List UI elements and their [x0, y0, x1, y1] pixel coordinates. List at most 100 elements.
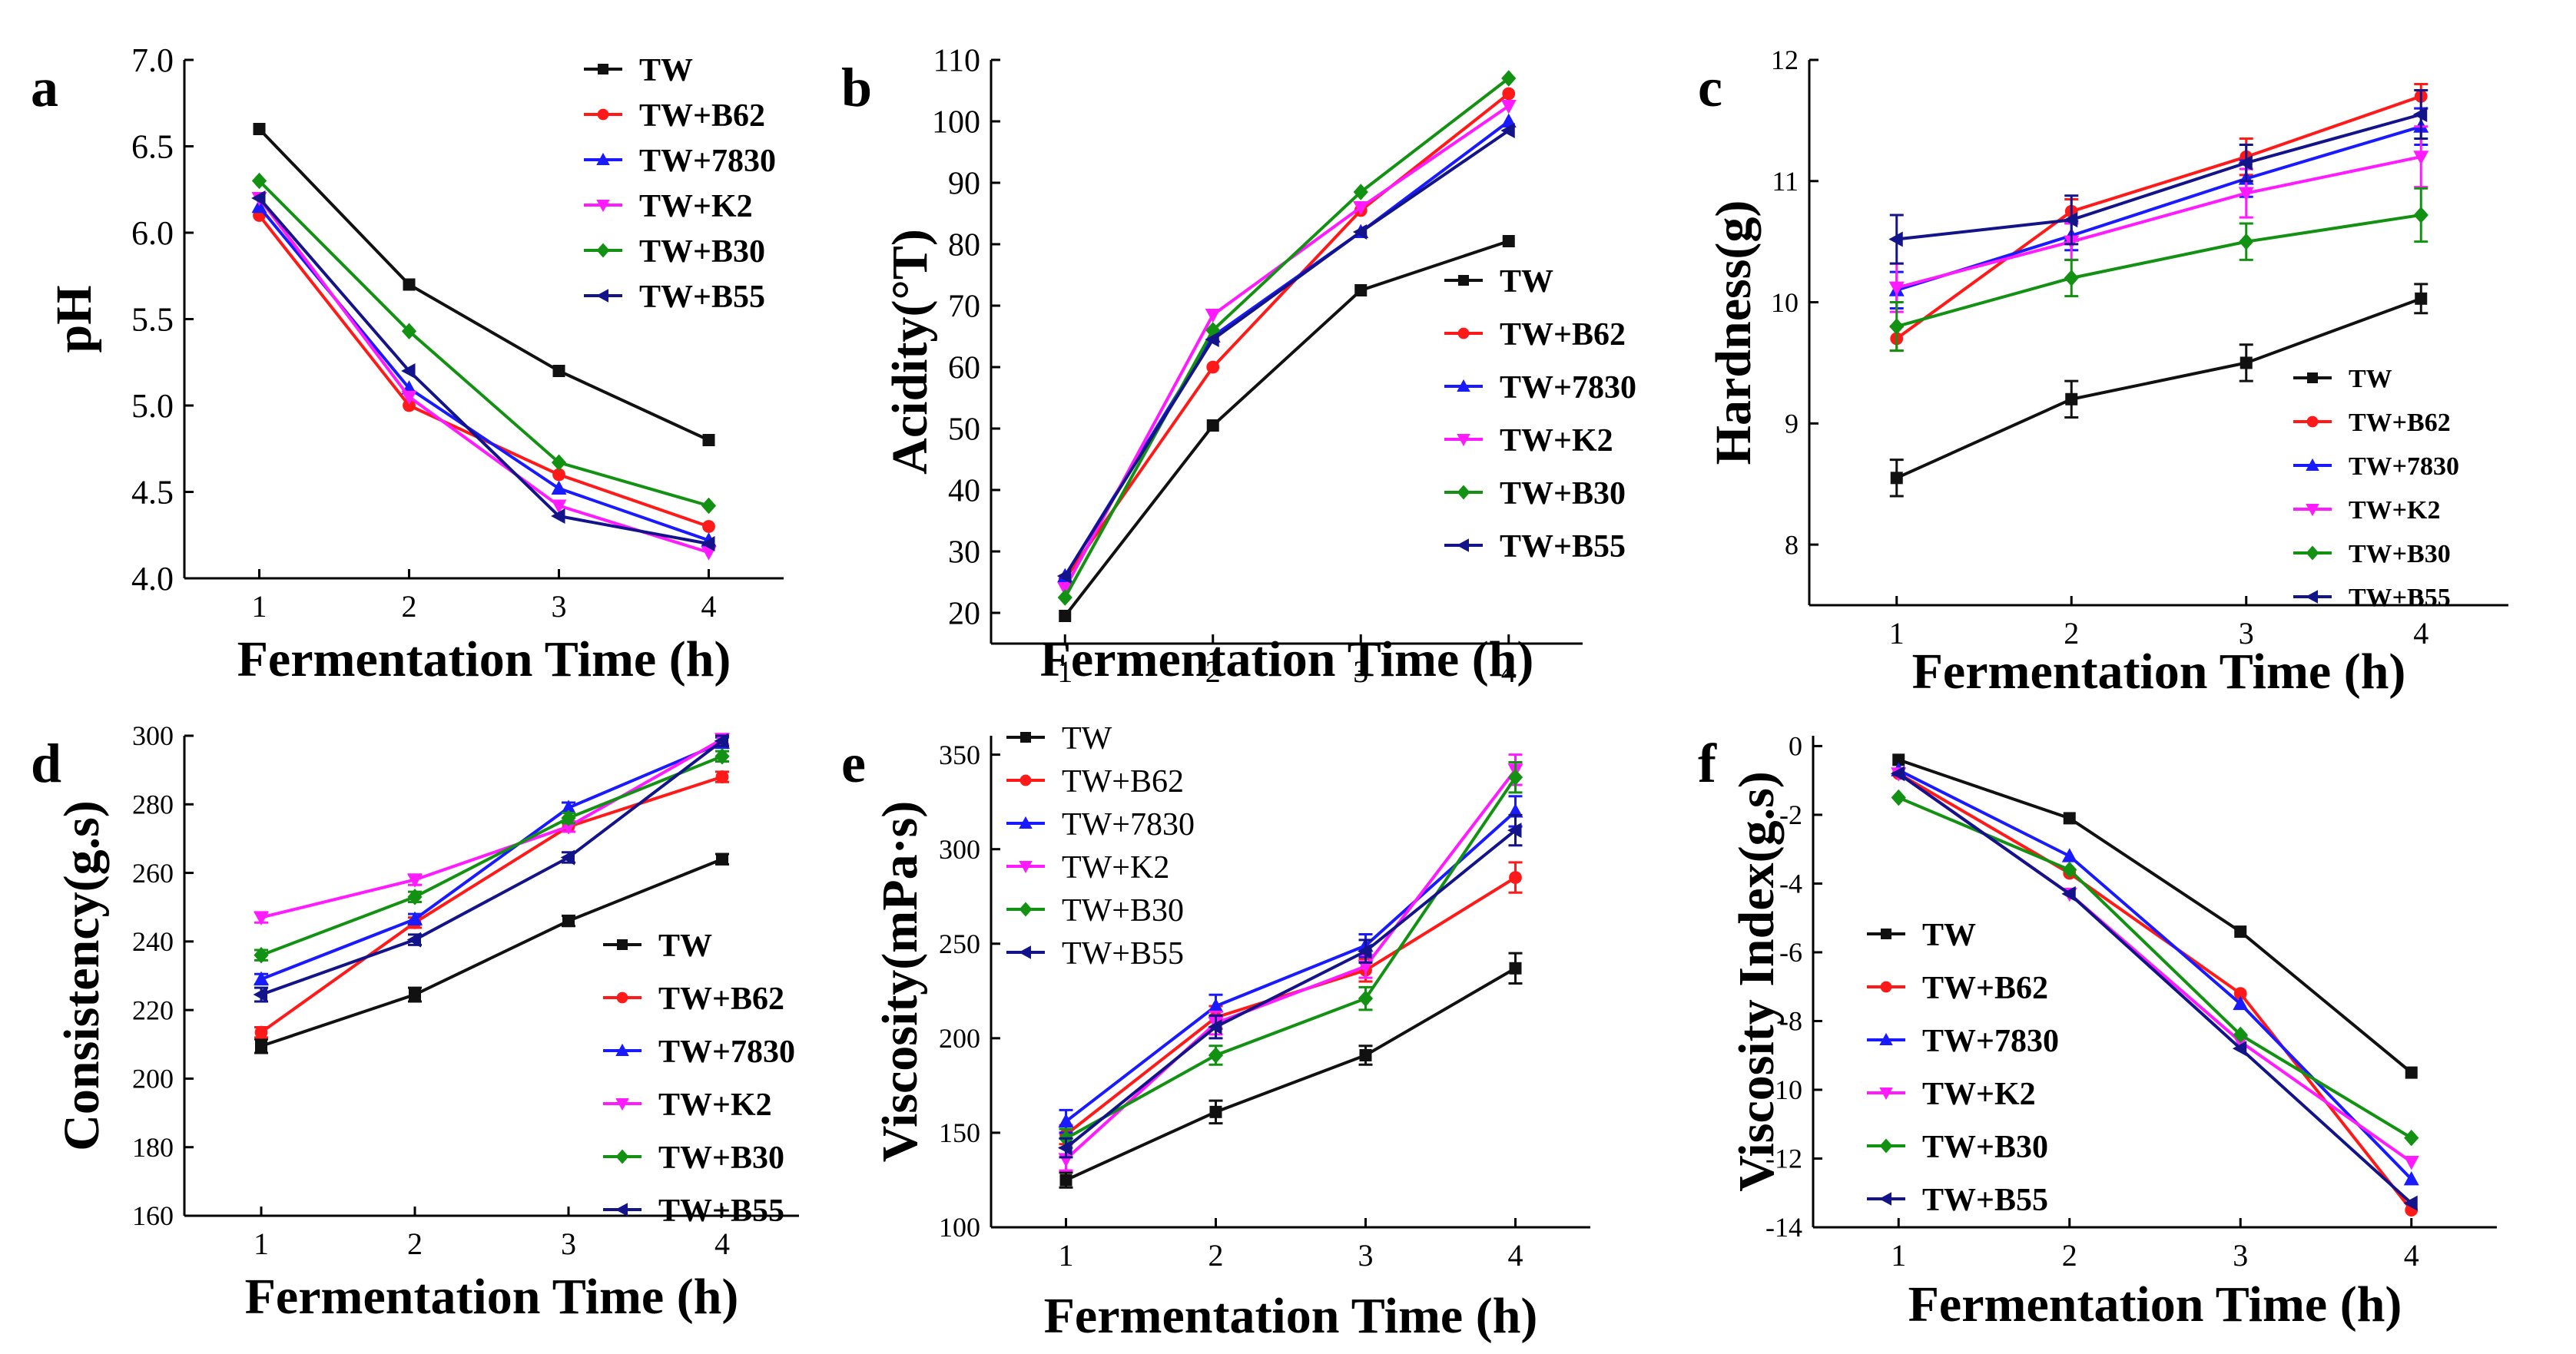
legend-label: TW+B30: [1500, 476, 1626, 511]
y-tick-label: 12: [1771, 45, 1799, 75]
y-tick-label: 40: [948, 473, 980, 508]
x-tick-label: 3: [552, 589, 567, 624]
data-point: [401, 363, 416, 379]
legend-label: TW+B62: [1922, 971, 2048, 1006]
series-line: [1896, 113, 2422, 241]
data-point: [716, 852, 728, 866]
series-TW+B55: [251, 190, 715, 551]
legend-swatch-marker: [597, 108, 609, 121]
data-point: [2403, 1195, 2418, 1211]
x-tick-label: 2: [1205, 654, 1221, 689]
series-TW+B55: [1056, 123, 1515, 584]
legend-label: TW+7830: [1922, 1024, 2059, 1059]
panel-letter: d: [31, 733, 61, 794]
series-line: [1063, 240, 1510, 617]
legend-label: TW+B62: [2349, 409, 2451, 437]
data-point: [407, 889, 423, 905]
y-tick-label: 250: [939, 929, 980, 959]
data-point: [2239, 356, 2253, 369]
series-line: [260, 740, 724, 996]
data-point: [1889, 318, 1905, 335]
series-TW+B55: [1890, 766, 2418, 1211]
data-point: [253, 987, 267, 1003]
data-point: [2415, 292, 2428, 305]
data-point: [1358, 960, 1374, 975]
legend-label: TW+7830: [1062, 807, 1195, 843]
y-tick-label: 11: [1772, 166, 1799, 197]
data-point: [702, 434, 715, 446]
y-tick-label: 160: [132, 1200, 174, 1231]
x-axis-title: Fermentation Time (h): [245, 1269, 739, 1325]
y-tick-label: 300: [132, 720, 174, 751]
panel-letter: c: [1698, 57, 1722, 118]
legend-swatch-marker: [596, 243, 610, 258]
data-point: [1205, 322, 1221, 339]
legend-label: TW+B30: [639, 234, 765, 270]
legend-label: TW+B55: [639, 280, 765, 315]
data-point: [1507, 769, 1523, 786]
legend-swatch-marker: [2306, 545, 2319, 561]
legend-label: TW+7830: [658, 1035, 795, 1070]
data-point: [2404, 1129, 2419, 1147]
legend-swatch-marker: [1020, 732, 1031, 743]
y-tick-label: 5.5: [131, 300, 174, 338]
data-point: [2064, 270, 2079, 286]
legend-label: TW+B55: [1062, 936, 1184, 972]
y-tick-label: -2: [1779, 799, 1802, 830]
panel-letter: b: [841, 57, 872, 118]
data-point: [1509, 871, 1522, 885]
legend-swatch-marker: [1019, 774, 1032, 786]
data-point: [1358, 990, 1374, 1007]
legend-label: TW+B62: [1500, 317, 1626, 353]
data-point: [714, 733, 728, 749]
legend-label: TW+7830: [2349, 452, 2459, 481]
legend-swatch-marker: [1878, 1192, 1891, 1206]
legend-label: TW+B55: [658, 1193, 784, 1229]
series-line: [1063, 120, 1510, 578]
y-axis-title: Hardness(g): [1706, 200, 1762, 465]
legend-swatch-marker: [1879, 1088, 1893, 1101]
x-tick-label: 2: [407, 1227, 423, 1261]
series-line: [1898, 758, 2413, 1074]
x-tick-label: 4: [1508, 1238, 1523, 1273]
x-tick-label: 1: [1059, 1238, 1074, 1273]
data-point: [2061, 848, 2077, 862]
series-line: [258, 180, 710, 508]
legend-label: TW+K2: [1500, 423, 1613, 459]
data-point: [1509, 962, 1522, 975]
series-line: [260, 775, 723, 1034]
series-line: [257, 197, 709, 545]
y-tick-label: -8: [1779, 1006, 1802, 1037]
legend-swatch-marker: [615, 1203, 628, 1217]
legend-swatch-marker: [1457, 485, 1470, 500]
series-TW: [1059, 952, 1523, 1189]
y-tick-label: 200: [939, 1023, 980, 1054]
data-point: [2239, 233, 2254, 250]
series-line: [260, 737, 723, 919]
data-point: [2403, 1155, 2419, 1170]
y-tick-label: 20: [948, 596, 980, 631]
data-point: [1502, 235, 1515, 247]
data-point: [406, 932, 421, 948]
y-tick-label: 50: [948, 412, 980, 447]
series-line: [1895, 296, 2422, 480]
data-point: [254, 971, 269, 985]
series-line: [1895, 94, 2422, 340]
legend-swatch-marker: [1457, 327, 1470, 339]
y-tick-label: 80: [948, 227, 980, 263]
y-tick-label: 300: [939, 834, 980, 865]
legend-label: TW: [658, 929, 712, 964]
data-point: [1501, 70, 1517, 87]
data-point: [1059, 610, 1072, 622]
legend-swatch-marker: [2306, 458, 2319, 471]
series-line: [1063, 92, 1510, 581]
data-point: [551, 508, 565, 524]
series-TW+B30: [1057, 70, 1517, 606]
data-point: [1358, 943, 1372, 959]
series-line: [1065, 809, 1517, 1123]
y-tick-label: 4.0: [131, 560, 174, 598]
legend-swatch-marker: [2306, 415, 2319, 428]
legend-label: TW+B30: [1922, 1130, 2048, 1165]
series-line: [1063, 129, 1510, 578]
series-line: [1898, 768, 2413, 1180]
